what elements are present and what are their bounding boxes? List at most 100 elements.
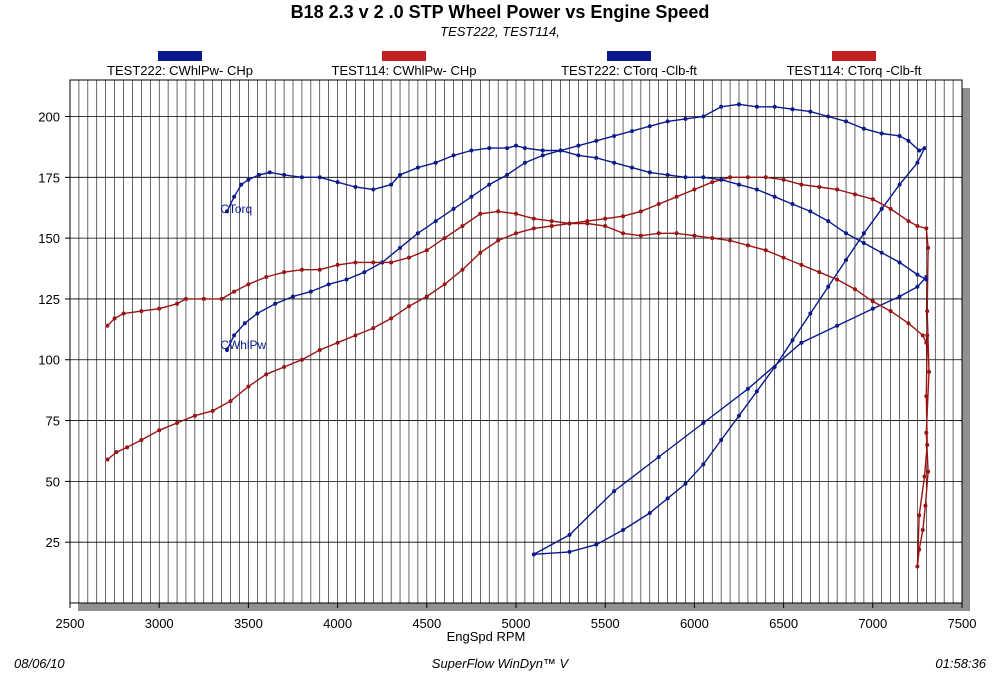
data-point [612,489,617,494]
data-point [835,277,840,282]
footer-software: SuperFlow WinDyn™ V [431,656,569,671]
data-point [335,180,340,185]
data-point [353,260,358,265]
data-point [674,194,679,199]
series-annotation: CWhlPw [220,338,266,352]
data-point [665,172,670,177]
data-point [228,399,233,404]
data-point [112,316,117,321]
data-point [817,270,822,275]
data-point [897,182,902,187]
data-point [398,172,403,177]
legend-label: TEST114: CTorq -Clb-ft [786,63,922,78]
data-point [139,438,144,443]
data-point [282,172,287,177]
data-point [415,165,420,170]
data-point [906,138,911,143]
data-point [264,275,269,280]
data-point [772,194,777,199]
data-point [531,226,536,231]
data-point [531,552,536,557]
x-tick-label: 4000 [323,616,352,631]
data-point [549,223,554,228]
legend-label: TEST114: CWhlPw- CHp [331,63,477,78]
data-point [701,114,706,119]
data-point [674,231,679,236]
data-point [424,248,429,253]
data-point [389,316,394,321]
data-point [242,321,247,326]
series-annotation: CTorq [220,202,252,216]
data-point [567,532,572,537]
data-point [255,311,260,316]
data-point [139,309,144,314]
data-point [451,206,456,211]
data-point [433,160,438,165]
data-point [647,510,652,515]
data-point [344,277,349,282]
data-point [175,301,180,306]
data-point [745,243,750,248]
data-point [183,296,188,301]
chart-title: B18 2.3 v 2 .0 STP Wheel Power vs Engine… [290,2,710,22]
data-point [799,340,804,345]
data-point [826,114,831,119]
data-point [326,282,331,287]
data-point [906,219,911,224]
data-point [790,107,795,112]
data-point [701,420,706,425]
data-point [754,104,759,109]
data-point [861,231,866,236]
data-point [540,153,545,158]
data-point [460,267,465,272]
data-point [267,170,272,175]
data-point [745,386,750,391]
data-point [273,301,278,306]
data-point [415,231,420,236]
legend-label: TEST222: CWhlPw- CHp [107,63,253,78]
data-point [451,153,456,158]
data-point [844,231,849,236]
data-point [917,148,922,153]
data-point [335,340,340,345]
x-tick-label: 6000 [680,616,709,631]
data-point [522,146,527,151]
data-point [647,170,652,175]
data-point [389,182,394,187]
data-point [478,250,483,255]
data-point [870,306,875,311]
data-point [808,311,813,316]
data-point [638,233,643,238]
data-point [719,104,724,109]
data-point [576,143,581,148]
data-point [246,384,251,389]
data-point [772,365,777,370]
data-point [371,260,376,265]
data-point [282,365,287,370]
data-point [398,245,403,250]
data-point [790,202,795,207]
data-point [594,138,599,143]
data-point [870,197,875,202]
data-point [665,496,670,501]
data-point [781,177,786,182]
y-tick-label: 200 [38,109,60,124]
data-point [487,146,492,151]
x-tick-label: 4500 [412,616,441,631]
data-point [594,155,599,160]
data-point [897,294,902,299]
data-point [514,231,518,236]
data-point [656,231,661,236]
data-point [282,270,287,275]
data-point [861,126,866,131]
data-point [861,240,866,245]
data-point [799,182,804,187]
data-point [647,124,652,129]
data-point [371,187,376,192]
data-point [920,528,925,533]
data-point [826,284,831,289]
data-point [826,219,831,224]
data-point [754,389,759,394]
legend-item-test114-torq: TEST114: CTorq -Clb-ft [764,51,944,78]
